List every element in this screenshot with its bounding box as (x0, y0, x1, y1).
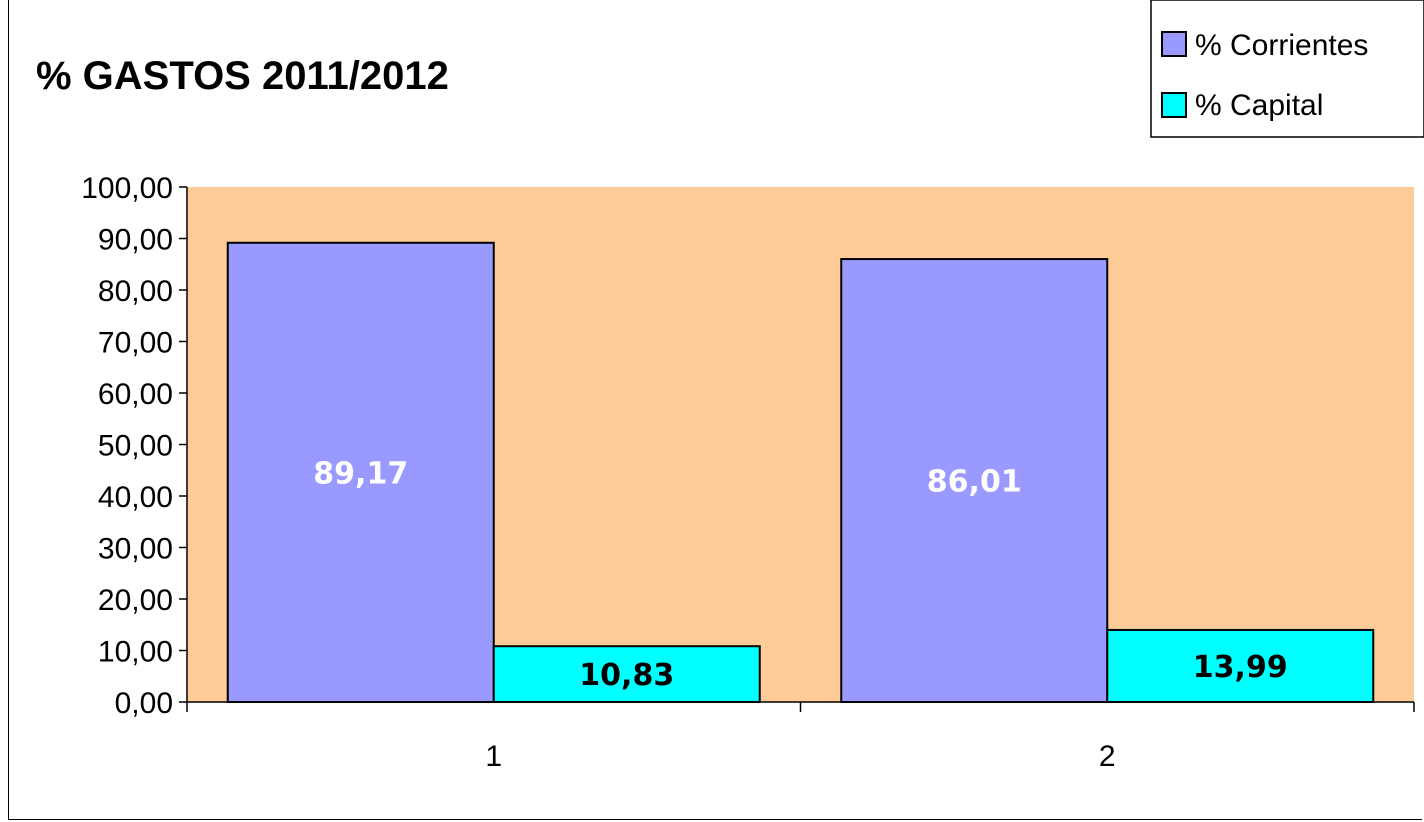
legend-label-corrientes: % Corrientes (1195, 29, 1368, 62)
y-tick-label: 90,00 (98, 224, 173, 257)
y-tick-label: 30,00 (98, 533, 173, 566)
data-label: 86,01 (927, 465, 1022, 500)
x-tick-label: 2 (1099, 740, 1116, 773)
bar-capital-1 (492, 645, 761, 704)
y-tick-label: 10,00 (98, 636, 173, 669)
bar-corrientes-1 (226, 241, 495, 703)
y-tick-label: 40,00 (98, 481, 173, 514)
chart-frame (8, 0, 1422, 820)
y-tick-label: 20,00 (98, 584, 173, 617)
y-tick-label: 100,00 (81, 172, 173, 205)
data-label: 10,83 (579, 658, 674, 693)
legend-swatch-corrientes (1161, 31, 1187, 57)
y-tick-label: 80,00 (98, 275, 173, 308)
y-tick-label: 0,00 (115, 687, 173, 720)
chart-title: % GASTOS 2011/2012 (36, 54, 449, 98)
data-label: 13,99 (1193, 650, 1288, 685)
y-tick-label: 70,00 (98, 327, 173, 360)
legend-swatch-capital (1161, 92, 1187, 118)
y-tick-label: 60,00 (98, 378, 173, 411)
axes-layer: 0,00 10,00 20,00 30,00 40,00 50,00 60,00 70,00 8… (81, 172, 1415, 773)
legend: % Corrientes % Capital (1150, 0, 1424, 138)
x-tick-label: 1 (485, 740, 502, 773)
legend-box (1150, 0, 1424, 138)
legend-label-capital: % Capital (1195, 89, 1323, 122)
y-tick-label: 50,00 (98, 430, 173, 463)
bars-layer: 89,17 10,83 86,01 13,99 (226, 241, 1375, 704)
data-label: 89,17 (313, 456, 408, 491)
